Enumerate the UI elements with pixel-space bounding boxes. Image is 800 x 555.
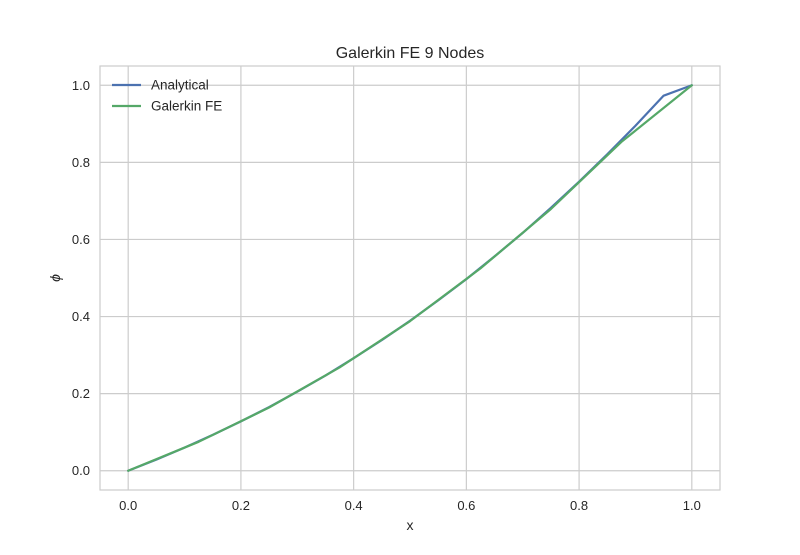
y-tick-label: 0.4: [72, 309, 90, 324]
series-group: [127, 84, 693, 472]
y-tick-label: 1.0: [72, 78, 90, 93]
x-tick-label: 0.8: [570, 498, 588, 513]
legend-label-galerkin-fe: Galerkin FE: [151, 99, 222, 114]
y-tick-label: 0.8: [72, 155, 90, 170]
x-axis-label: x: [407, 517, 414, 533]
plot-frame: [99, 65, 721, 491]
chart-title: Galerkin FE 9 Nodes: [336, 45, 485, 62]
legend: Analytical Galerkin FE: [112, 78, 222, 114]
x-tick-label: 0.0: [119, 498, 137, 513]
legend-label-analytical: Analytical: [151, 78, 209, 93]
y-axis-label: ϕ: [47, 274, 63, 282]
y-tick-label: 0.2: [72, 386, 90, 401]
grid: [100, 66, 720, 490]
x-tick-label: 0.4: [345, 498, 363, 513]
y-tick-label: 0.6: [72, 232, 90, 247]
series-line-galerkin-fe: [127, 84, 693, 472]
x-tick-label: 0.6: [457, 498, 475, 513]
y-tick-label: 0.0: [72, 463, 90, 478]
tick-labels: 0.0 0.2 0.4 0.6 0.8 1.0 0.0 0.2 0.4 0.6 0.8 1.0: [72, 78, 701, 513]
x-tick-label: 1.0: [683, 498, 701, 513]
x-tick-label: 0.2: [232, 498, 250, 513]
